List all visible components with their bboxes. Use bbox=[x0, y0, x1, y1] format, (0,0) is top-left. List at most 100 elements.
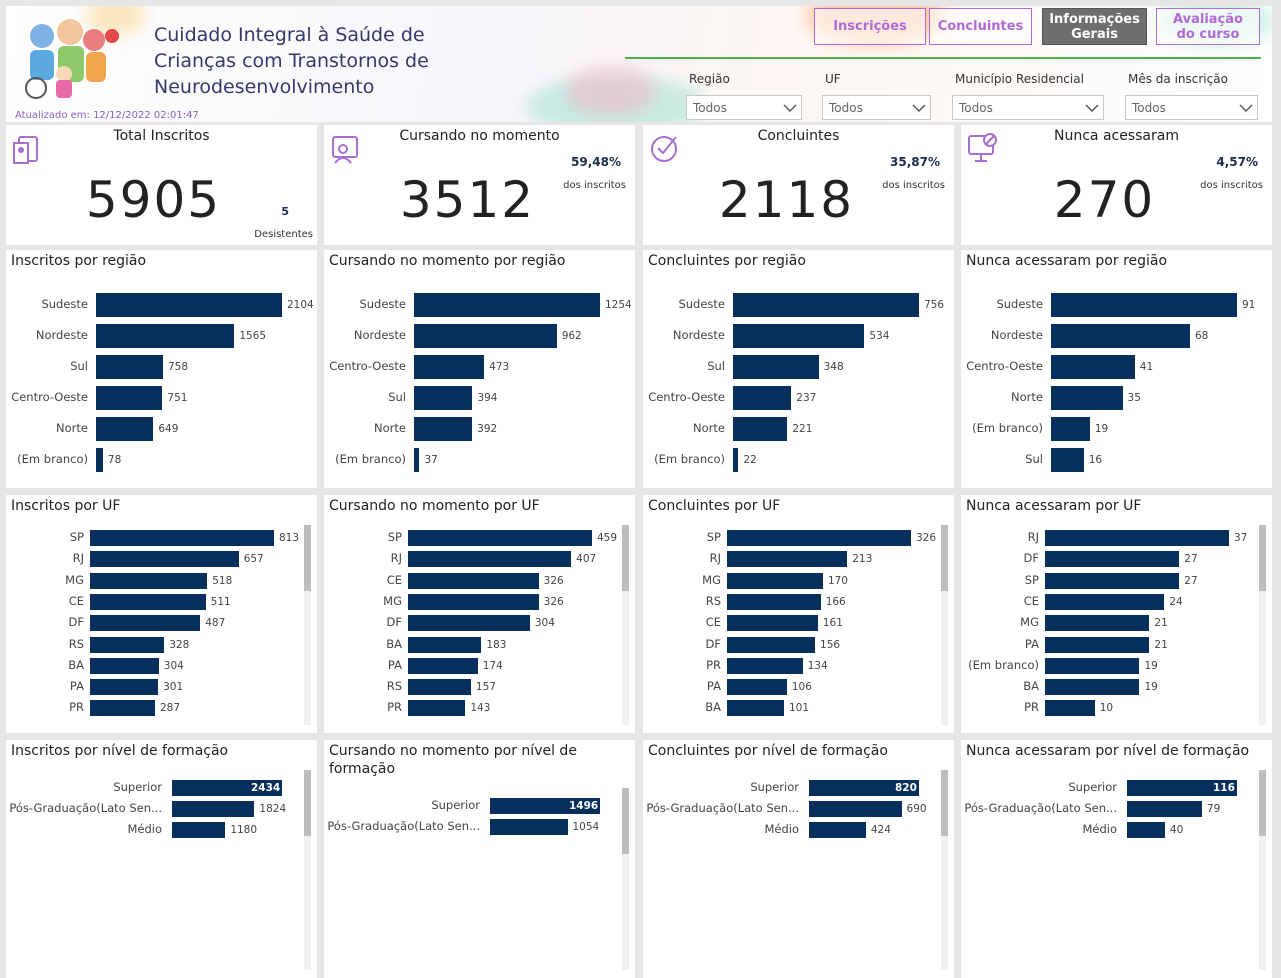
kpi-card: Nunca acessaram 270 4,57% dos inscritos bbox=[961, 125, 1272, 245]
title-line: Neurodesenvolvimento bbox=[154, 76, 375, 98]
category-label: PA bbox=[387, 657, 402, 672]
data-label: 16 bbox=[1088, 454, 1103, 466]
category-label: (Em branco) bbox=[654, 452, 725, 466]
data-label: 813 bbox=[279, 532, 300, 544]
scroll-thumb[interactable] bbox=[1259, 770, 1266, 836]
category-label: Sudeste bbox=[41, 297, 88, 311]
data-label: 19 bbox=[1144, 681, 1158, 694]
header: Cuidado Integral à Saúde de Crianças com… bbox=[6, 6, 1272, 122]
scroll-thumb[interactable] bbox=[304, 770, 311, 836]
chart-panel: Concluintes por região Sudeste 756 Nordeste… bbox=[643, 250, 954, 488]
scrollbar[interactable] bbox=[304, 770, 311, 970]
chart-panel: Cursando no momento por região Sudeste 125… bbox=[324, 250, 635, 488]
filter-dropdown[interactable]: Todos bbox=[952, 95, 1104, 120]
chart-title: Inscritos por nível de formação bbox=[11, 743, 229, 759]
scroll-thumb[interactable] bbox=[622, 788, 629, 854]
scroll-thumb[interactable] bbox=[304, 525, 311, 591]
scrollbar[interactable] bbox=[622, 525, 629, 725]
scroll-thumb[interactable] bbox=[941, 525, 948, 591]
dashboard: Cuidado Integral à Saúde de Crianças com… bbox=[6, 6, 1272, 978]
filter-dropdown[interactable]: Todos bbox=[822, 95, 931, 120]
chart-panel: Inscritos por nível de formação Superior 2… bbox=[6, 740, 317, 978]
chart-title: Nunca acessaram por UF bbox=[966, 498, 1142, 514]
bar bbox=[408, 657, 478, 674]
data-label: 820 bbox=[895, 782, 917, 794]
category-label: Médio bbox=[764, 822, 799, 836]
filter-dropdown[interactable]: Todos bbox=[1125, 95, 1258, 120]
kpi-percent: 59,48% bbox=[571, 155, 621, 169]
data-label: 170 bbox=[827, 574, 848, 587]
data-label: 40 bbox=[1169, 824, 1184, 836]
nav-button[interactable]: Concluintes bbox=[929, 8, 1032, 45]
bar bbox=[733, 324, 865, 348]
data-label: 161 bbox=[822, 617, 843, 630]
nav-button[interactable]: Inscrições bbox=[814, 8, 926, 45]
chart-title: Cursando no momento por UF bbox=[329, 498, 540, 514]
bar bbox=[414, 324, 557, 348]
updated-text: Atualizado em: 12/12/2022 02:01:47 bbox=[15, 110, 199, 121]
category-label: Sul bbox=[707, 359, 725, 373]
scrollbar[interactable] bbox=[1259, 770, 1266, 970]
category-label: Norte bbox=[56, 421, 88, 435]
bar bbox=[408, 551, 572, 568]
bar bbox=[727, 700, 784, 717]
data-label: 1054 bbox=[572, 821, 600, 833]
bar bbox=[1127, 780, 1237, 796]
category-label: RJ bbox=[1027, 530, 1039, 544]
scroll-thumb[interactable] bbox=[622, 525, 629, 591]
scrollbar[interactable] bbox=[941, 770, 948, 970]
bar bbox=[1045, 615, 1150, 632]
scrollbar[interactable] bbox=[1259, 525, 1266, 725]
data-label: 166 bbox=[825, 595, 846, 608]
nav-button[interactable]: Informações Gerais bbox=[1042, 8, 1147, 45]
data-label: 27 bbox=[1184, 553, 1198, 566]
bar bbox=[1051, 355, 1135, 379]
bar bbox=[1051, 417, 1090, 441]
category-label: Sudeste bbox=[996, 297, 1043, 311]
kpi-title: Cursando no momento bbox=[399, 128, 560, 144]
bar bbox=[1051, 324, 1190, 348]
scroll-thumb[interactable] bbox=[1259, 525, 1266, 591]
category-label: SP bbox=[387, 530, 402, 544]
bar bbox=[1051, 293, 1237, 317]
category-label: Pós-Graduação(Lato Sen... bbox=[646, 801, 799, 815]
bar bbox=[172, 801, 255, 817]
category-label: (Em branco) bbox=[972, 421, 1043, 435]
data-label: 78 bbox=[107, 454, 122, 466]
data-label: 1180 bbox=[230, 824, 258, 836]
category-label: Sudeste bbox=[678, 297, 725, 311]
scroll-thumb[interactable] bbox=[941, 770, 948, 836]
scrollbar[interactable] bbox=[622, 788, 629, 970]
data-label: 326 bbox=[543, 574, 564, 587]
category-label: Superior bbox=[113, 780, 162, 794]
data-label: 1824 bbox=[259, 803, 287, 815]
data-label: 37 bbox=[1234, 532, 1248, 544]
bar bbox=[408, 530, 592, 546]
scrollbar[interactable] bbox=[941, 525, 948, 725]
bar bbox=[90, 636, 165, 653]
category-label: PR bbox=[387, 700, 402, 715]
bar bbox=[727, 593, 821, 610]
filter-label: Mês da inscrição bbox=[1128, 72, 1228, 86]
data-label: 2104 bbox=[287, 299, 314, 311]
nav-button[interactable]: Avaliação do curso bbox=[1156, 8, 1260, 45]
chart-title: Nunca acessaram por nível de formação bbox=[966, 743, 1250, 759]
data-label: 962 bbox=[561, 330, 582, 342]
category-label: CE bbox=[68, 593, 84, 608]
kpi-sub-label: Desistentes bbox=[254, 229, 313, 240]
filter-dropdown[interactable]: Todos bbox=[686, 95, 802, 120]
bar bbox=[408, 572, 539, 589]
title-line: Crianças com Transtornos de bbox=[154, 50, 429, 72]
data-label: 649 bbox=[158, 423, 179, 435]
data-label: 106 bbox=[791, 681, 812, 694]
category-label: SP bbox=[1024, 572, 1039, 587]
data-label: 487 bbox=[205, 617, 226, 630]
data-label: 79 bbox=[1206, 803, 1221, 815]
chart-panel: Cursando no momento por UF SP 459 RJ 407 CE 32… bbox=[324, 495, 635, 733]
bar bbox=[727, 679, 787, 696]
category-label: CE bbox=[1023, 593, 1039, 608]
kpi-sub-value: 5 bbox=[281, 205, 289, 218]
bar bbox=[96, 293, 282, 317]
bar bbox=[1045, 551, 1180, 568]
scrollbar[interactable] bbox=[304, 525, 311, 725]
